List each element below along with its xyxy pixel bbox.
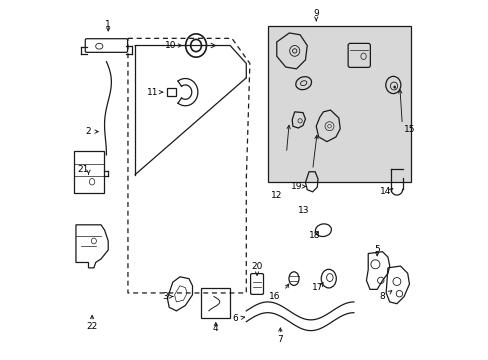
Text: 18: 18 [308,231,320,240]
Text: 16: 16 [269,292,280,301]
Polygon shape [174,286,187,302]
Text: 6: 6 [232,314,238,323]
Text: 8: 8 [379,292,385,301]
Text: 3: 3 [163,292,168,301]
Text: 20: 20 [251,262,262,271]
Ellipse shape [393,86,395,88]
Text: 15: 15 [403,125,415,134]
Text: 12: 12 [270,190,282,199]
Text: 21: 21 [77,165,89,174]
Text: 4: 4 [213,324,218,333]
Text: 11: 11 [147,87,159,96]
Text: 9: 9 [313,9,319,18]
Text: 2: 2 [85,127,91,136]
Text: 1: 1 [105,19,111,28]
Text: 19: 19 [290,182,302,191]
Text: 22: 22 [86,321,98,330]
FancyBboxPatch shape [267,26,410,182]
Text: 10: 10 [165,41,176,50]
Text: 5: 5 [373,246,379,255]
Text: 17: 17 [312,283,323,292]
Text: 7: 7 [277,335,283,344]
Text: 14: 14 [379,187,390,196]
Text: 13: 13 [297,206,309,215]
